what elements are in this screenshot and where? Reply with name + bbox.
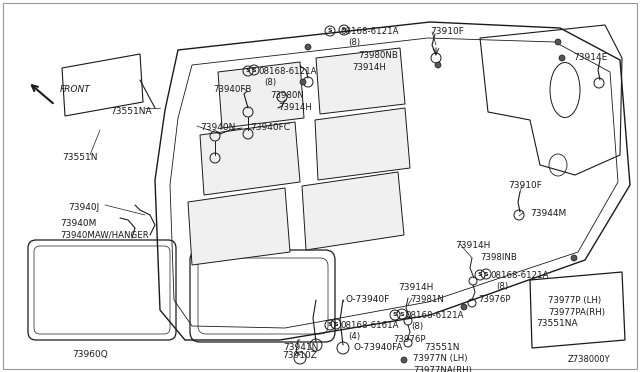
- Text: 73976P: 73976P: [478, 295, 511, 304]
- Text: 73940MAW/HANGER: 73940MAW/HANGER: [60, 231, 148, 240]
- Text: 73914H: 73914H: [398, 282, 433, 292]
- Circle shape: [435, 62, 441, 68]
- Polygon shape: [302, 172, 404, 250]
- Text: 73960Q: 73960Q: [72, 350, 108, 359]
- Text: 73940FC: 73940FC: [250, 122, 290, 131]
- Text: (8): (8): [411, 323, 423, 331]
- Text: S: S: [333, 321, 339, 327]
- Text: 73551NA: 73551NA: [536, 318, 578, 327]
- Text: S: S: [393, 312, 397, 317]
- Text: S: S: [246, 68, 250, 74]
- Polygon shape: [188, 188, 290, 265]
- Text: (4): (4): [348, 333, 360, 341]
- Circle shape: [401, 357, 407, 363]
- Text: 73980NB: 73980NB: [358, 51, 398, 60]
- Circle shape: [305, 44, 311, 50]
- Text: (8): (8): [348, 38, 360, 48]
- Polygon shape: [316, 48, 405, 114]
- Text: 73981N: 73981N: [410, 295, 444, 304]
- Circle shape: [300, 79, 306, 85]
- Circle shape: [571, 255, 577, 261]
- Text: 08168-6121A: 08168-6121A: [405, 311, 463, 320]
- Polygon shape: [200, 122, 300, 195]
- Text: 73977NA(RH): 73977NA(RH): [413, 366, 472, 372]
- Text: (8): (8): [264, 78, 276, 87]
- Text: S: S: [477, 273, 483, 278]
- Text: 73977PA(RH): 73977PA(RH): [548, 308, 605, 317]
- Circle shape: [555, 39, 561, 45]
- Text: 73551NA: 73551NA: [110, 106, 152, 115]
- Text: S: S: [342, 28, 346, 32]
- Circle shape: [559, 55, 565, 61]
- Text: 73941N: 73941N: [283, 343, 318, 352]
- Text: 73940FB: 73940FB: [213, 84, 252, 93]
- Text: 73977P (LH): 73977P (LH): [548, 296, 601, 305]
- Text: Z738000Y: Z738000Y: [568, 355, 611, 363]
- Text: S: S: [400, 311, 404, 317]
- Text: S: S: [328, 323, 332, 327]
- Text: 73914E: 73914E: [573, 54, 607, 62]
- Polygon shape: [315, 108, 410, 180]
- Text: S: S: [328, 29, 332, 33]
- Text: 73551N: 73551N: [424, 343, 460, 352]
- Text: 73977N (LH): 73977N (LH): [413, 355, 467, 363]
- Text: 73940N: 73940N: [200, 122, 236, 131]
- Circle shape: [461, 304, 467, 310]
- Text: 73914H: 73914H: [352, 62, 386, 71]
- Text: FRONT: FRONT: [60, 86, 91, 94]
- Polygon shape: [218, 62, 304, 128]
- Text: 73910Z: 73910Z: [282, 350, 317, 359]
- Text: O-73940F: O-73940F: [345, 295, 389, 304]
- Text: 08168-6121A: 08168-6121A: [490, 270, 548, 279]
- Text: 73910F: 73910F: [508, 180, 542, 189]
- Text: 08168-6121A: 08168-6121A: [340, 26, 399, 35]
- Text: S: S: [252, 67, 256, 73]
- Text: 73940M: 73940M: [60, 218, 97, 228]
- Text: 73910F: 73910F: [430, 26, 464, 35]
- Text: 08168-6121A: 08168-6121A: [258, 67, 317, 76]
- Text: S: S: [484, 272, 488, 276]
- Text: 73980N: 73980N: [270, 90, 304, 99]
- Text: 73944M: 73944M: [530, 208, 566, 218]
- Text: 73976P: 73976P: [393, 334, 426, 343]
- Text: 7398INB: 7398INB: [480, 253, 517, 263]
- Text: (8): (8): [496, 282, 508, 292]
- Text: 73940J: 73940J: [68, 203, 99, 212]
- Text: 73914H: 73914H: [455, 241, 490, 250]
- Text: 08168-6161A: 08168-6161A: [340, 321, 399, 330]
- Text: 73551N: 73551N: [62, 154, 97, 163]
- Text: 73914H: 73914H: [278, 103, 312, 112]
- Text: O-73940FA: O-73940FA: [354, 343, 403, 352]
